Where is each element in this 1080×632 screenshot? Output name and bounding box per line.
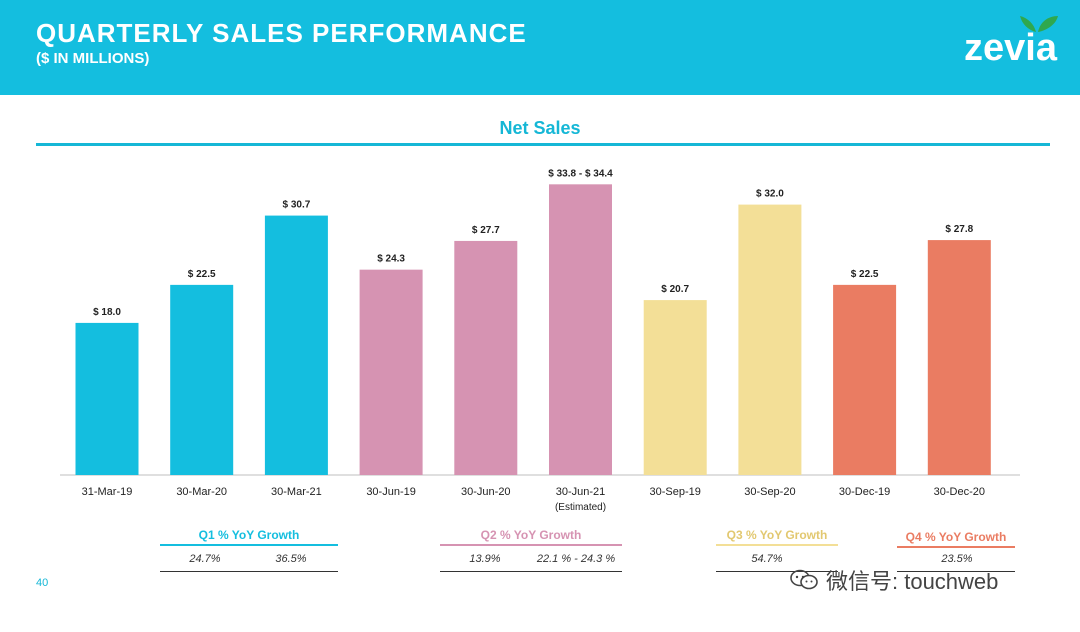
q1-growth-underline xyxy=(160,544,338,546)
q2-growth-underline xyxy=(440,544,622,546)
bar-30-dec-20 xyxy=(927,240,991,475)
data-label: $ 32.0 xyxy=(756,189,784,200)
q3-growth-underline xyxy=(716,544,838,546)
q1-growth-bottom-rule xyxy=(160,571,338,572)
page-title: QUARTERLY SALES PERFORMANCE xyxy=(36,18,527,48)
x-tick-label: 30-Jun-21 xyxy=(556,486,606,498)
x-tick-label: 30-Mar-20 xyxy=(176,486,227,498)
data-label: $ 20.7 xyxy=(661,284,689,295)
q2-growth-title: Q2 % YoY Growth xyxy=(480,528,582,542)
q2-growth-value: 13.9% xyxy=(469,553,501,565)
bar-30-mar-21 xyxy=(264,215,328,475)
q1-growth-title: Q1 % YoY Growth xyxy=(198,528,300,542)
data-label: $ 33.8 - $ 34.4 xyxy=(548,168,613,179)
q1-growth-value: 24.7% xyxy=(189,553,221,565)
q4-growth-bottom-rule xyxy=(897,571,1015,572)
bar-30-sep-20 xyxy=(738,204,802,475)
bar-30-jun-20 xyxy=(454,240,518,475)
q1-growth-value: 36.5% xyxy=(275,553,307,565)
x-tick-label: 30-Dec-19 xyxy=(839,486,890,498)
bar-30-dec-19 xyxy=(833,284,897,475)
data-label: $ 18.0 xyxy=(93,307,121,318)
zevia-logo: zevia xyxy=(964,16,1058,69)
x-tick-label: 31-Mar-19 xyxy=(82,486,133,498)
bar-30-sep-19 xyxy=(643,300,707,475)
page-subtitle: ($ IN MILLIONS) xyxy=(36,50,150,67)
leaf-left-icon xyxy=(1020,16,1036,32)
bar-30-jun-19 xyxy=(359,269,423,475)
q3-growth-bottom-rule xyxy=(716,571,838,572)
header-banner: QUARTERLY SALES PERFORMANCE ($ IN MILLIO… xyxy=(0,0,1080,95)
q2-growth-bottom-rule xyxy=(440,571,622,572)
q4-growth-underline xyxy=(897,546,1015,548)
q4-growth-title: Q4 % YoY Growth xyxy=(905,530,1007,544)
wechat-icon xyxy=(790,569,818,590)
x-tick-label: 30-Dec-20 xyxy=(934,486,985,498)
q3-growth-value: 54.7% xyxy=(751,553,783,565)
chart-title: Net Sales xyxy=(499,118,581,138)
data-label: $ 30.7 xyxy=(282,200,310,211)
q4-growth-value: 23.5% xyxy=(941,553,973,565)
data-label: $ 27.8 xyxy=(945,224,973,235)
x-tick-note: (Estimated) xyxy=(555,502,606,513)
data-label: $ 24.3 xyxy=(377,254,405,265)
leaf-right-icon xyxy=(1038,16,1058,32)
q3-growth-title: Q3 % YoY Growth xyxy=(726,528,828,542)
data-label: $ 22.5 xyxy=(851,269,879,280)
title-divider xyxy=(36,143,1050,146)
bar-30-jun-21 xyxy=(549,184,612,475)
data-label: $ 22.5 xyxy=(188,269,216,280)
watermark: 微信号: touchweb xyxy=(790,564,998,596)
data-label: $ 27.7 xyxy=(472,225,500,236)
x-tick-label: 30-Jun-20 xyxy=(461,486,511,498)
x-tick-label: 30-Sep-20 xyxy=(744,486,795,498)
logo-text: zevia xyxy=(964,27,1058,69)
q2-growth-value: 22.1 % - 24.3 % xyxy=(536,553,616,565)
x-tick-label: 30-Sep-19 xyxy=(650,486,701,498)
x-tick-label: 30-Mar-21 xyxy=(271,486,322,498)
bar-31-mar-19 xyxy=(75,322,139,475)
page-number: 40 xyxy=(36,577,49,589)
bar-30-mar-20 xyxy=(170,284,234,475)
x-tick-label: 30-Jun-19 xyxy=(366,486,416,498)
net-sales-bar-chart: $ 18.0 31-Mar-19 $ 22.5 30-Mar-20 $ 30.7 30-M… xyxy=(60,168,1020,513)
watermark-text: 微信号: touchweb xyxy=(826,569,999,594)
